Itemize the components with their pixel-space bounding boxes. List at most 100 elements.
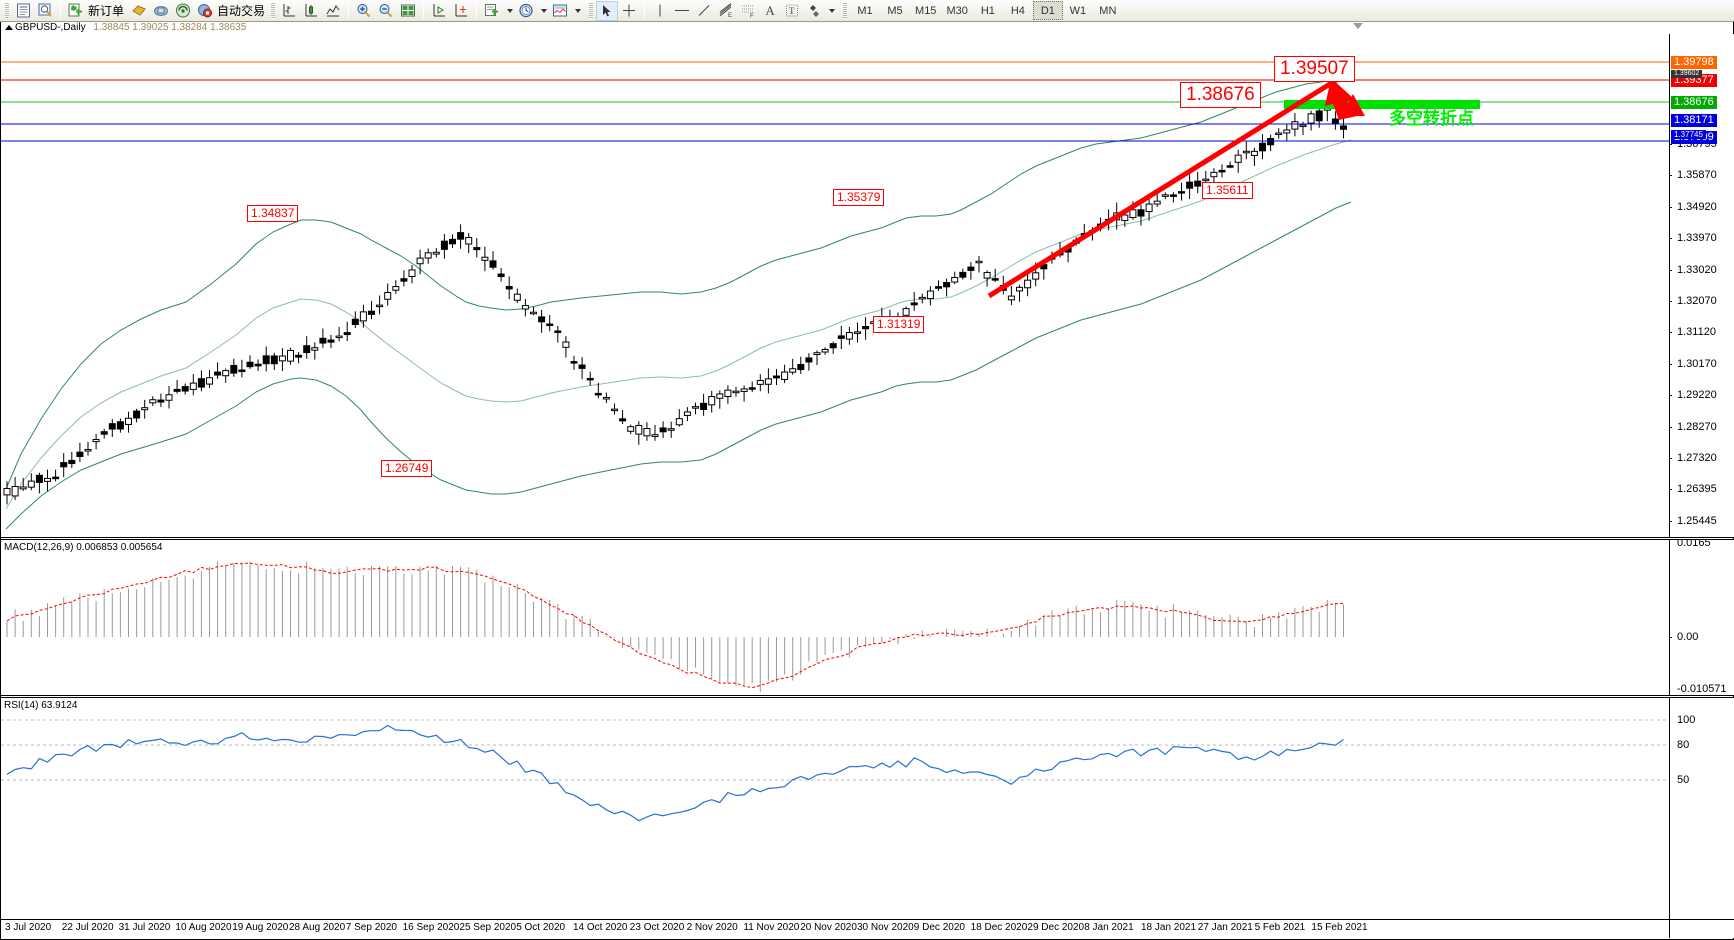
candlestick — [1194, 171, 1202, 194]
new-order-button[interactable] — [65, 1, 87, 21]
pane-separator-2[interactable] — [1, 695, 1734, 696]
price-level-tag[interactable]: 1.38171 — [1671, 114, 1717, 127]
date-axis-label: 18 Dec 2020 — [970, 922, 1028, 933]
toolbar-separator-5 — [476, 2, 478, 19]
timeframe-button-h1[interactable]: H1 — [980, 4, 995, 17]
annot-138676[interactable]: 1.38676 — [1180, 82, 1261, 108]
timeframe-button-w1[interactable]: W1 — [1069, 4, 1087, 17]
date-axis-label: 5 Oct 2020 — [516, 922, 566, 933]
market-icon[interactable] — [172, 1, 194, 21]
annot-126749[interactable]: 1.26749 — [381, 460, 433, 477]
auto-trading-button[interactable] — [194, 1, 216, 21]
mql-community-icon[interactable] — [150, 1, 172, 21]
terminal-icon[interactable] — [12, 1, 34, 21]
templates-icon[interactable] — [549, 1, 571, 21]
candlestick — [68, 451, 76, 468]
zoom-out-icon[interactable] — [375, 1, 397, 21]
timeframe-button-h4[interactable]: H4 — [1010, 4, 1025, 17]
price-level-tag-hidden-2[interactable]: 1.37745 — [1671, 130, 1706, 139]
crosshair-tool[interactable] — [618, 1, 640, 21]
candlestick — [910, 292, 918, 311]
candlestick — [619, 409, 627, 424]
timeframe-button-m5[interactable]: M5 — [887, 4, 903, 17]
candlestick — [1007, 286, 1015, 306]
svg-text:T: T — [789, 6, 795, 16]
timeframe-button-m30[interactable]: M30 — [946, 4, 968, 17]
shapes-tool[interactable] — [803, 1, 825, 21]
candlestick — [935, 280, 942, 291]
period-dropdown-caret[interactable] — [537, 1, 549, 21]
new-order-label[interactable]: 新订单 — [88, 4, 125, 18]
macd-pane[interactable]: MACD(12,26,9) 0.006853 0.005654 0.0165 0… — [1, 540, 1734, 695]
auto-trading-label[interactable]: 自动交易 — [217, 4, 266, 18]
timeframe-button-m15[interactable]: M15 — [915, 4, 937, 17]
vertical-line-tool[interactable] — [649, 1, 671, 21]
period-clock-icon[interactable] — [515, 1, 537, 21]
candlestick — [611, 403, 618, 415]
annot-135611[interactable]: 1.35611 — [1202, 182, 1253, 199]
annot-131319[interactable]: 1.31319 — [873, 316, 925, 333]
toolbar-grip-3[interactable] — [589, 2, 594, 19]
candlestick — [432, 247, 440, 258]
timeframe-button-mn[interactable]: MN — [1099, 4, 1117, 17]
templates-dropdown-caret[interactable] — [571, 1, 583, 21]
trendline-tool[interactable] — [693, 1, 715, 21]
rsi-series — [6, 724, 1344, 822]
indicators-icon[interactable] — [481, 1, 503, 21]
candlestick — [1250, 147, 1258, 166]
candlestick — [1234, 149, 1242, 173]
price-level-tag-hidden[interactable]: 1.39602 — [1671, 70, 1703, 78]
price-pane[interactable]: 1.39507 1.38676 1.35379 1.35611 1.34837 1.313… — [1, 34, 1734, 537]
candlestick — [570, 355, 578, 370]
candlestick — [457, 224, 465, 249]
restore-triangle-icon[interactable] — [5, 25, 13, 30]
candlestick — [368, 301, 375, 320]
price-level-tag[interactable]: 1.39798 — [1671, 56, 1717, 69]
price-level-tag[interactable]: 1.38676 — [1671, 96, 1717, 109]
date-axis-label: 3 Jul 2020 — [5, 922, 52, 933]
annot-134837[interactable]: 1.34837 — [247, 205, 299, 222]
cursor-tool[interactable] — [596, 0, 619, 21]
timeframe-button-d1[interactable]: D1 — [1032, 1, 1063, 20]
date-axis-label: 16 Sep 2020 — [402, 922, 460, 933]
candlestick — [562, 336, 570, 358]
zoom-in-icon[interactable] — [353, 1, 375, 21]
expert-advisors-icon[interactable] — [128, 1, 150, 21]
macd-plot[interactable] — [1, 540, 1734, 695]
rsi-pane[interactable]: RSI(14) 63.9124 100 80 50 — [1, 698, 1734, 938]
horizontal-line-tool[interactable] — [671, 1, 693, 21]
timeframe-button-m1[interactable]: M1 — [857, 4, 873, 17]
chart-shift-icon[interactable] — [450, 1, 472, 21]
annot-135379[interactable]: 1.35379 — [833, 189, 885, 206]
pane-separator-1[interactable] — [1, 537, 1734, 538]
text-tool[interactable]: A — [765, 2, 775, 18]
date-axis-label: 14 Oct 2020 — [573, 922, 628, 933]
tile-windows-icon[interactable] — [397, 1, 419, 21]
candlestick — [311, 342, 319, 360]
candlestick-chart-icon[interactable] — [300, 1, 322, 21]
chart-scroll-marker[interactable] — [1353, 23, 1363, 29]
fibonacci-tool[interactable]: F — [737, 1, 759, 21]
candlestick — [862, 317, 870, 340]
bar-chart-icon[interactable] — [278, 1, 300, 21]
data-window-icon[interactable] — [34, 1, 56, 21]
candlestick — [845, 326, 853, 345]
toolbar-grip-4[interactable] — [843, 2, 848, 19]
toolbar-grip-2[interactable] — [271, 2, 276, 19]
price-plot[interactable] — [1, 34, 1734, 537]
line-chart-icon[interactable] — [322, 1, 344, 21]
candlestick — [959, 268, 967, 280]
rsi-plot[interactable] — [1, 698, 1734, 938]
shapes-dropdown-caret[interactable] — [825, 1, 837, 21]
candlestick — [230, 358, 238, 377]
price-tick-label: 1.35870 — [1677, 169, 1717, 182]
equidistant-channel-tool[interactable]: E — [715, 1, 737, 21]
candlestick — [222, 368, 230, 383]
auto-scroll-icon[interactable] — [428, 1, 450, 21]
toolbar-grip[interactable] — [5, 2, 9, 19]
indicators-dropdown-caret[interactable] — [503, 1, 515, 21]
price-tick-label: 1.30170 — [1677, 357, 1717, 370]
candlestick — [52, 469, 60, 482]
text-label-tool[interactable]: T — [781, 1, 803, 21]
annot-139507[interactable]: 1.39507 — [1274, 56, 1355, 82]
